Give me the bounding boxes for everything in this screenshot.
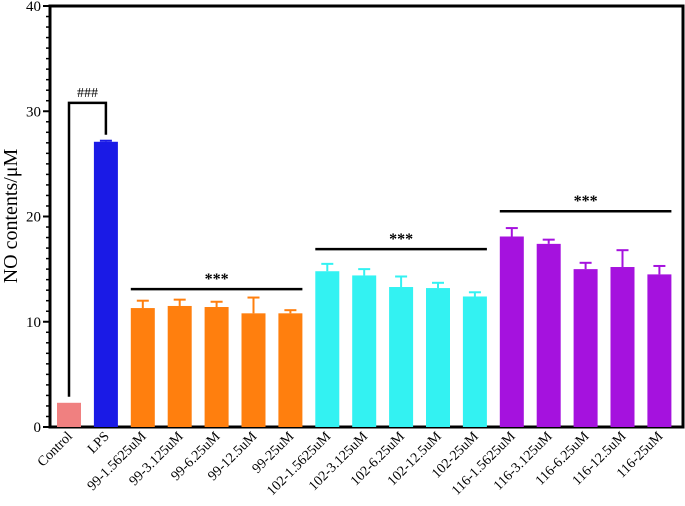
y-tick-label: 40: [26, 0, 41, 15]
bar: [462, 296, 487, 427]
significance-label: ***: [389, 231, 413, 248]
bar: [278, 313, 303, 427]
bars: [57, 141, 672, 427]
bar: [241, 313, 266, 427]
x-tick-label: 102-1.5625uM: [264, 429, 334, 499]
bar: [130, 308, 155, 427]
significance-bracket: [67, 101, 108, 397]
bar: [389, 287, 414, 427]
x-tick-label: LPS: [85, 429, 113, 457]
bar: [57, 402, 81, 427]
bar: [499, 236, 524, 427]
bar: [167, 305, 192, 427]
bar: [93, 141, 118, 427]
x-axis-labels: Control LPS99-1.5625uM99-3.125uM99-6.25uM…: [35, 429, 667, 499]
x-tick-label: Control: [35, 429, 76, 470]
significance-label: ***: [574, 193, 598, 210]
bar: [610, 267, 635, 427]
y-axis: 0 10 20 30 40: [26, 0, 50, 436]
bar: [352, 275, 377, 427]
y-tick-label: 20: [26, 210, 41, 226]
error-bars: [99, 139, 666, 314]
bar: [536, 243, 561, 427]
bar: [426, 288, 450, 427]
significance-label: ###: [77, 86, 98, 101]
significance-label: ***: [205, 271, 229, 288]
y-tick-label: 10: [26, 315, 41, 331]
bar: [204, 307, 229, 427]
y-tick-label: 30: [26, 104, 41, 120]
bar: [573, 269, 598, 427]
bar: [315, 271, 340, 427]
bar: [647, 274, 672, 427]
y-axis-label: NO contents/μM: [0, 148, 22, 283]
significance-annotations: ### *** *** ***: [67, 86, 672, 397]
y-tick-label: 0: [34, 420, 42, 436]
